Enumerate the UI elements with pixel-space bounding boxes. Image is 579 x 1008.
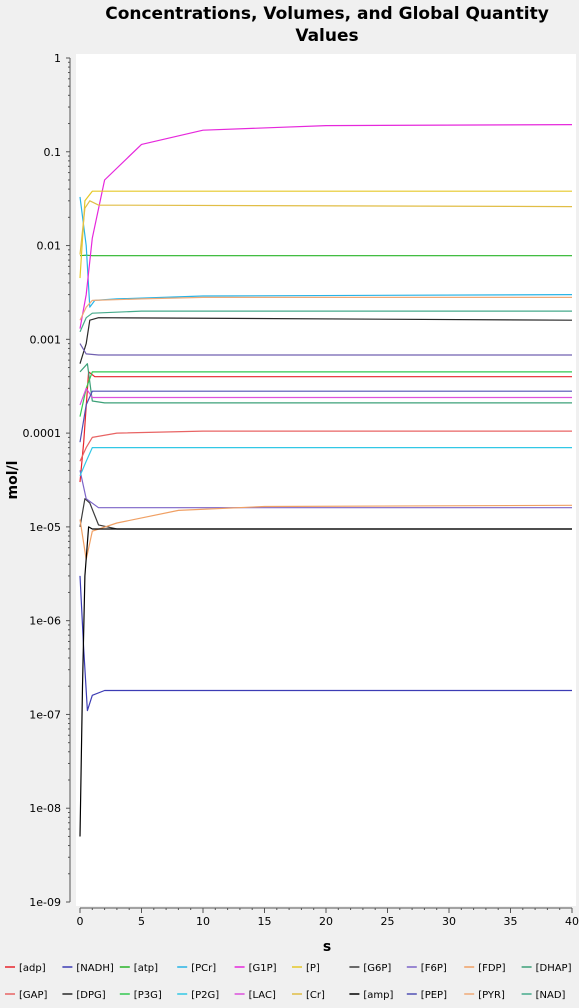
legend-item-label: [Cr] [306,990,325,1001]
y-ticks: 1 0.1 0.01 0.001 0.0001 1e-05 1e-06 1e-07 1e-08 1… [23,52,70,909]
x-tick-label: 20 [319,915,333,928]
series-line-20 [79,343,572,356]
x-tick-label: 40 [565,915,579,928]
series-line-17 [79,390,572,443]
y-tick-label: 0.01 [37,240,62,253]
legend-item-label: [atp] [134,963,158,974]
y-tick-label: 1 [54,52,61,65]
legend-item-label: [NAD] [536,990,566,1001]
series-line-9 [79,363,572,404]
x-tick-label: 5 [138,915,145,928]
legend-item-label: [G6P] [363,963,391,974]
legend-item-label: [P2G] [191,990,219,1001]
y-tick-label: 0.1 [44,146,62,159]
legend-item-label: [G1P] [249,963,277,974]
series-line-15 [79,200,573,255]
legend-item-label: [DHAP] [536,963,572,974]
y-axis-label: mol/l [5,461,21,500]
x-tick-label: 0 [77,915,84,928]
legend-item-label: [LAC] [249,990,276,1001]
chart-title-line-1: Concentrations, Volumes, and Global Quan… [105,4,549,24]
legend-item-label: [PEP] [421,990,447,1001]
legend-item-label: [F6P] [421,963,447,974]
legend-item-label: [GAP] [19,990,48,1001]
y-tick-label: 1e-07 [29,708,61,721]
series-line-4 [79,124,573,329]
series-line-7 [79,470,572,509]
legend-item-label: [NADH] [76,963,113,974]
y-tick-label: 1e-05 [29,521,61,534]
y-tick-label: 0.001 [30,333,62,346]
x-tick-label: 15 [258,915,272,928]
y-tick-label: 1e-08 [29,802,61,815]
x-ticks: 0 5 10 15 20 25 30 35 40 [77,908,579,928]
x-tick-label: 25 [381,915,395,928]
x-tick-label: 30 [442,915,456,928]
legend-item-label: [PYR] [478,990,505,1001]
series-line-19 [79,310,572,333]
series-line-12 [79,371,572,417]
legend-item-label: [P] [306,963,320,974]
series-line-16 [79,526,572,837]
y-tick-label: 1e-06 [29,615,61,628]
plot-area [76,54,576,906]
series-line-18 [79,296,572,321]
legend-item-label: [FDP] [478,963,505,974]
y-tick-label: 1e-09 [29,896,61,909]
x-tick-label: 10 [196,915,210,928]
chart-title-line-2: Values [295,26,358,46]
legend: [adp] [NADH] [atp] [PCr] [G1P] [P] [G6P] [F6P] [… [5,963,572,1001]
series-layer [79,124,573,837]
y-tick-label: 0.0001 [23,427,62,440]
series-line-13 [79,447,572,477]
legend-item-label: [DPG] [76,990,105,1001]
legend-item-label: [PCr] [191,963,216,974]
legend-item-label: [amp] [363,990,393,1001]
x-axis-label: s [323,939,331,955]
legend-item-label: [P3G] [134,990,162,1001]
legend-item-label: [adp] [19,963,46,974]
x-tick-label: 35 [504,915,518,928]
series-line-14 [79,387,572,406]
series-line-10 [79,430,572,462]
series-line-2 [79,254,572,257]
